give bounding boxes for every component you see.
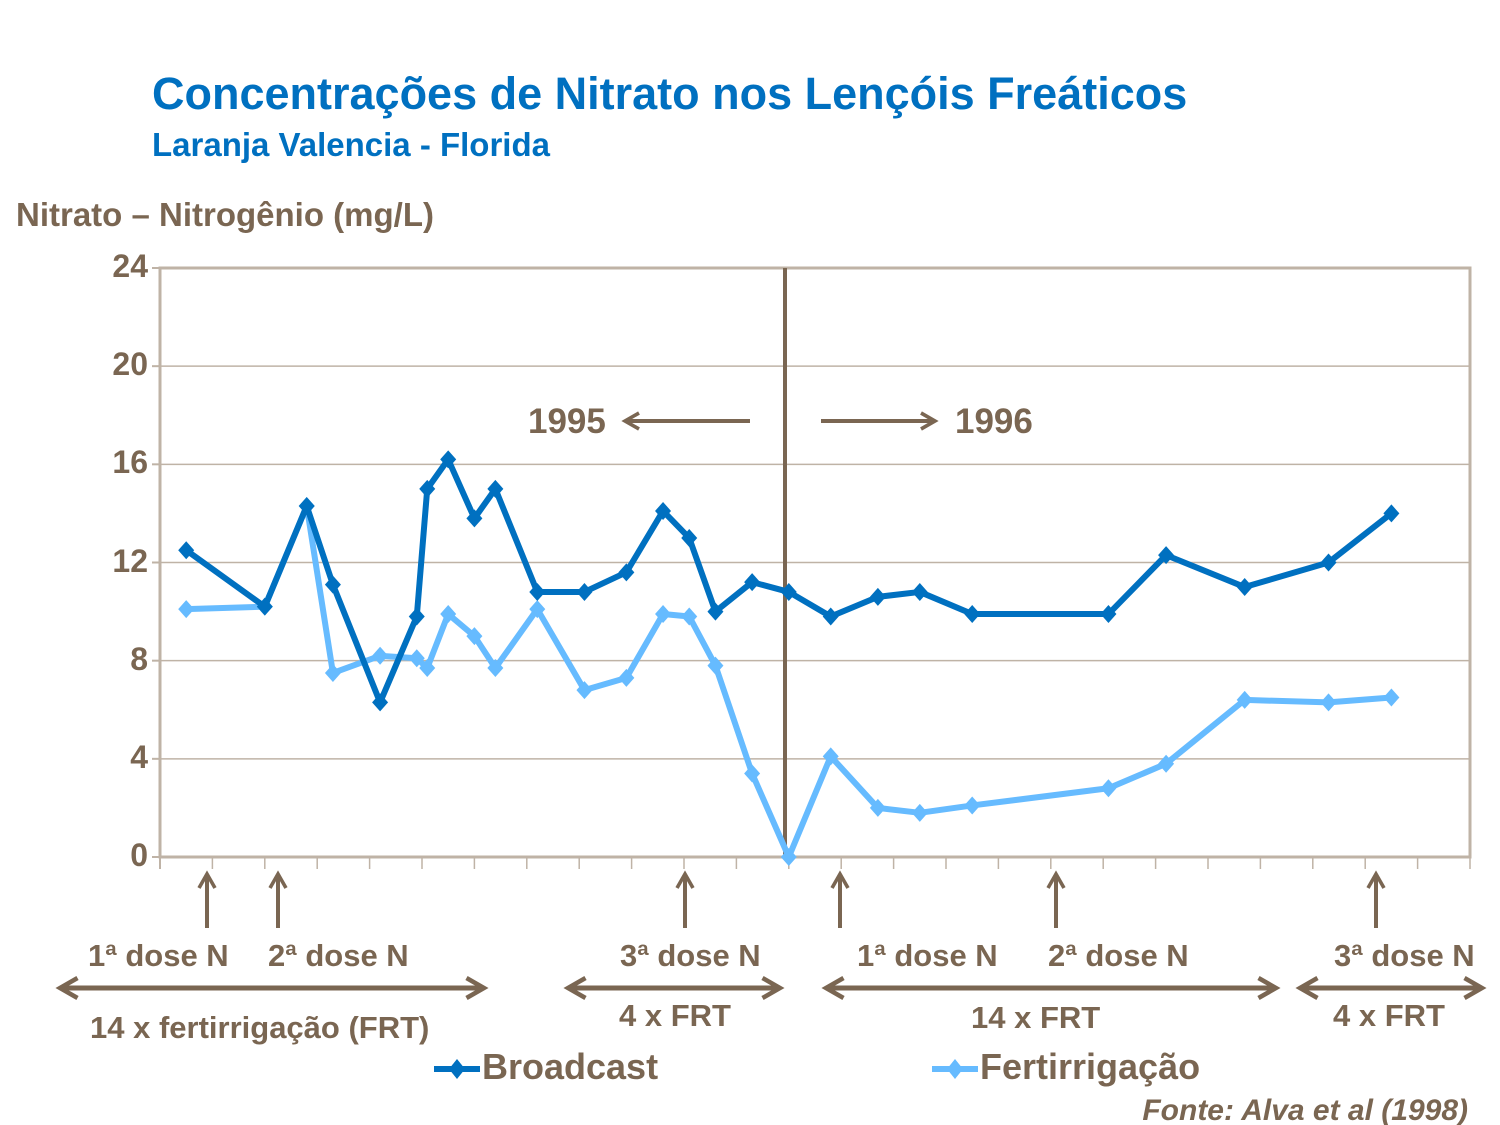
- data-point-broadcast: [707, 602, 724, 621]
- data-point-broadcast: [655, 501, 672, 520]
- data-point-broadcast: [1236, 578, 1253, 597]
- data-point-fertirrigacao: [655, 605, 672, 624]
- year-1996-label: 1996: [955, 402, 1033, 441]
- data-point-broadcast: [256, 597, 273, 616]
- data-point-broadcast: [298, 497, 315, 516]
- data-point-fertirrigacao: [178, 600, 195, 619]
- period-label: 4 x FRT: [619, 998, 731, 1033]
- data-point-broadcast: [576, 582, 593, 601]
- data-point-broadcast: [681, 528, 698, 547]
- data-point-fertirrigacao: [681, 607, 698, 626]
- data-point-fertirrigacao: [964, 796, 981, 815]
- data-point-fertirrigacao: [1320, 693, 1337, 712]
- data-point-broadcast: [372, 693, 389, 712]
- y-tick-label: 20: [112, 346, 148, 383]
- y-axis-label: Nitrato – Nitrogênio (mg/L): [16, 196, 434, 233]
- series-line-fertirrigacao: [186, 503, 1392, 860]
- data-point-fertirrigacao: [324, 663, 341, 682]
- data-point-broadcast: [487, 479, 504, 498]
- data-point-fertirrigacao: [372, 646, 389, 665]
- data-point-broadcast: [780, 582, 797, 601]
- data-point-fertirrigacao: [487, 659, 504, 678]
- y-tick-label: 12: [112, 542, 148, 579]
- dose-label: 1ª dose N: [88, 938, 229, 973]
- legend-label: Broadcast: [482, 1046, 659, 1087]
- chart-subtitle: Laranja Valencia - Florida: [152, 126, 550, 163]
- data-point-fertirrigacao: [822, 747, 839, 766]
- data-point-broadcast: [440, 450, 457, 469]
- data-point-fertirrigacao: [1383, 688, 1400, 707]
- dose-label: 1ª dose N: [857, 938, 998, 973]
- data-point-fertirrigacao: [618, 668, 635, 687]
- source-note: Fonte: Alva et al (1998): [1142, 1094, 1468, 1125]
- y-tick-label: 8: [130, 640, 148, 677]
- data-point-broadcast: [744, 573, 761, 592]
- legend-label: Fertirrigação: [980, 1046, 1201, 1087]
- data-point-broadcast: [466, 509, 483, 528]
- data-point-broadcast: [1383, 504, 1400, 523]
- data-point-broadcast: [529, 582, 546, 601]
- data-point-broadcast: [408, 607, 425, 626]
- chart-title: Concentrações de Nitrato nos Lençóis Fre…: [152, 68, 1188, 119]
- data-point-broadcast: [1100, 605, 1117, 624]
- data-point-broadcast: [1320, 553, 1337, 572]
- series-line-broadcast: [184, 456, 1394, 706]
- y-tick-label: 24: [112, 248, 148, 284]
- data-point-fertirrigacao: [576, 681, 593, 700]
- data-point-broadcast: [324, 575, 341, 594]
- data-point-broadcast: [178, 541, 195, 560]
- data-point-fertirrigacao: [1100, 779, 1117, 798]
- dose-label: 2ª dose N: [1048, 938, 1189, 973]
- data-point-broadcast: [869, 587, 886, 606]
- y-tick-label: 4: [130, 738, 148, 775]
- data-point-fertirrigacao: [1236, 690, 1253, 709]
- data-point-fertirrigacao: [744, 764, 761, 783]
- data-point-broadcast: [964, 605, 981, 624]
- dose-label: 3ª dose N: [1334, 938, 1475, 973]
- y-tick-label: 16: [112, 444, 148, 481]
- legend-item-broadcast: Broadcast: [432, 1046, 658, 1088]
- data-point-fertirrigacao: [780, 848, 797, 866]
- data-point-fertirrigacao: [466, 627, 483, 646]
- y-tick-label: 0: [130, 837, 148, 873]
- data-point-broadcast: [1158, 546, 1175, 565]
- data-point-fertirrigacao: [707, 656, 724, 675]
- data-point-broadcast: [419, 479, 436, 498]
- data-point-broadcast: [618, 563, 635, 582]
- legend-swatch-broadcast: [434, 1059, 480, 1079]
- legend-swatch-fertirrigacao: [932, 1059, 978, 1079]
- legend-item-fertirrigacao: Fertirrigação: [930, 1046, 1200, 1088]
- period-label: 4 x FRT: [1333, 998, 1445, 1033]
- year-1995-label: 1995: [528, 402, 606, 441]
- period-label: 14 x fertirrigação (FRT): [90, 1010, 430, 1045]
- dose-label: 3ª dose N: [620, 938, 761, 973]
- data-point-fertirrigacao: [440, 605, 457, 624]
- data-point-broadcast: [822, 607, 839, 626]
- data-point-fertirrigacao: [1158, 754, 1175, 773]
- data-point-fertirrigacao: [869, 798, 886, 817]
- data-point-broadcast: [911, 582, 928, 601]
- period-label: 14 x FRT: [971, 1000, 1101, 1035]
- data-point-fertirrigacao: [911, 803, 928, 822]
- data-point-fertirrigacao: [419, 659, 436, 678]
- data-point-fertirrigacao: [529, 600, 546, 619]
- dose-label: 2ª dose N: [268, 938, 409, 973]
- data-point-fertirrigacao: [408, 649, 425, 668]
